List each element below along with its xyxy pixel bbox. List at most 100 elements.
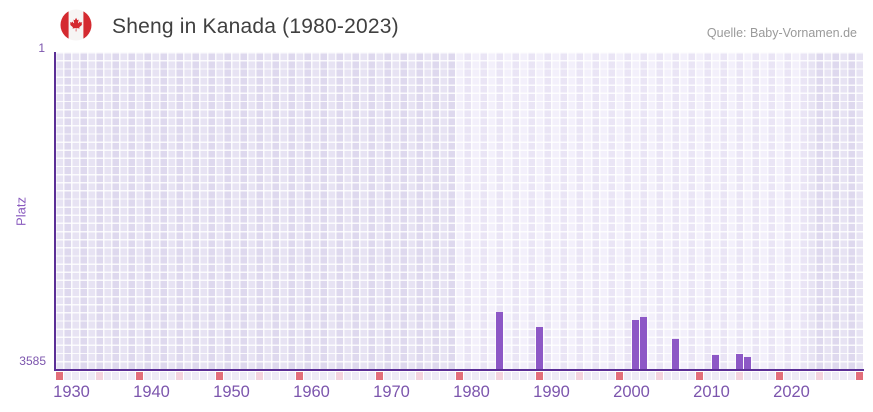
year-marker-1976: [440, 372, 447, 380]
y-tick-top: 1: [38, 41, 45, 55]
year-marker-1935: [112, 372, 119, 380]
year-marker-1963: [336, 372, 343, 380]
year-marker-1992: [568, 372, 575, 380]
year-marker-1978: [456, 372, 463, 380]
year-marker-2015: [752, 372, 759, 380]
y-axis-line: [54, 52, 56, 371]
x-tick-1990: 1990: [533, 383, 570, 401]
x-tick-2010: 2010: [693, 383, 730, 401]
year-marker-1934: [104, 372, 111, 380]
year-marker-1930: [72, 372, 79, 380]
year-marker-1996: [600, 372, 607, 380]
y-axis-title: Platz: [13, 197, 29, 226]
year-marker-1985: [512, 372, 519, 380]
canada-flag-icon: [60, 9, 92, 41]
year-marker-1939: [144, 372, 151, 380]
year-marker-2025: [832, 372, 839, 380]
year-marker-2002: [648, 372, 655, 380]
year-marker-1966: [360, 372, 367, 380]
x-tick-1980: 1980: [453, 383, 490, 401]
year-marker-1951: [240, 372, 247, 380]
year-marker-1991: [560, 372, 567, 380]
year-marker-1987: [528, 372, 535, 380]
year-marker-2011: [720, 372, 727, 380]
year-marker-2024: [824, 372, 831, 380]
year-marker-1962: [328, 372, 335, 380]
year-marker-1973: [416, 372, 423, 380]
year-marker-1965: [352, 372, 359, 380]
year-marker-2018: [776, 372, 783, 380]
year-marker-2000: [632, 372, 639, 380]
year-marker-1941: [160, 372, 167, 380]
year-marker-2016: [760, 372, 767, 380]
year-marker-1972: [408, 372, 415, 380]
year-marker-1977: [448, 372, 455, 380]
year-marker-2010: [712, 372, 719, 380]
year-marker-1958: [296, 372, 303, 380]
year-marker-1999: [624, 372, 631, 380]
year-marker-1957: [288, 372, 295, 380]
year-marker-1929: [64, 372, 71, 380]
year-marker-1944: [184, 372, 191, 380]
x-tick-1960: 1960: [293, 383, 330, 401]
x-tick-2000: 2000: [613, 383, 650, 401]
year-marker-1959: [304, 372, 311, 380]
plot-area: [55, 52, 863, 369]
year-marker-1981: [480, 372, 487, 380]
year-marker-1997: [608, 372, 615, 380]
year-marker-1984: [504, 372, 511, 380]
year-marker-1998: [616, 372, 623, 380]
year-marker-1948: [216, 372, 223, 380]
year-marker-1932: [88, 372, 95, 380]
year-marker-1990: [552, 372, 559, 380]
year-marker-1956: [280, 372, 287, 380]
bar-2010[interactable]: [712, 355, 719, 369]
year-marker-1994: [584, 372, 591, 380]
year-marker-2003: [656, 372, 663, 380]
year-marker-2021: [800, 372, 807, 380]
year-marker-1955: [272, 372, 279, 380]
bar-1988[interactable]: [536, 326, 543, 369]
x-tick-1930: 1930: [53, 383, 90, 401]
year-marker-2022: [808, 372, 815, 380]
x-tick-1970: 1970: [373, 383, 410, 401]
year-marker-1940: [152, 372, 159, 380]
bar-2000[interactable]: [632, 320, 639, 369]
year-marker-2012: [728, 372, 735, 380]
year-marker-1961: [320, 372, 327, 380]
year-marker-1950: [232, 372, 239, 380]
year-marker-1946: [200, 372, 207, 380]
year-marker-1980: [472, 372, 479, 380]
bar-2001[interactable]: [640, 317, 647, 369]
y-tick-bottom: 3585: [19, 354, 46, 368]
year-marker-1983: [496, 372, 503, 380]
year-marker-2001: [640, 372, 647, 380]
x-tick-1940: 1940: [133, 383, 170, 401]
bar-1983[interactable]: [496, 312, 503, 369]
year-marker-1993: [576, 372, 583, 380]
year-marker-1945: [192, 372, 199, 380]
source-attribution: Quelle: Baby-Vornamen.de: [706, 26, 857, 40]
year-marker-1989: [544, 372, 551, 380]
year-marker-2006: [680, 372, 687, 380]
year-marker-2020: [792, 372, 799, 380]
year-marker-1988: [536, 372, 543, 380]
year-marker-2026: [840, 372, 847, 380]
year-marker-1979: [464, 372, 471, 380]
bar-2014[interactable]: [744, 357, 751, 369]
year-marker-1953: [256, 372, 263, 380]
x-axis-line: [54, 369, 864, 371]
bar-2005[interactable]: [672, 339, 679, 369]
year-marker-1986: [520, 372, 527, 380]
chart-title: Sheng in Kanada (1980-2023): [112, 15, 399, 38]
year-marker-1949: [224, 372, 231, 380]
year-marker-2023: [816, 372, 823, 380]
year-marker-1974: [424, 372, 431, 380]
year-marker-1995: [592, 372, 599, 380]
year-marker-2019: [784, 372, 791, 380]
year-marker-1947: [208, 372, 215, 380]
bar-2013[interactable]: [736, 354, 743, 369]
year-marker-1969: [384, 372, 391, 380]
grid-overlay: [55, 52, 863, 369]
